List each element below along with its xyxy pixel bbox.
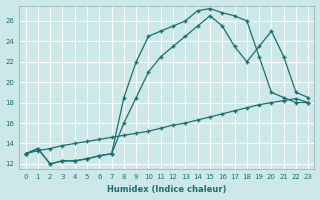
X-axis label: Humidex (Indice chaleur): Humidex (Indice chaleur) [107, 185, 227, 194]
